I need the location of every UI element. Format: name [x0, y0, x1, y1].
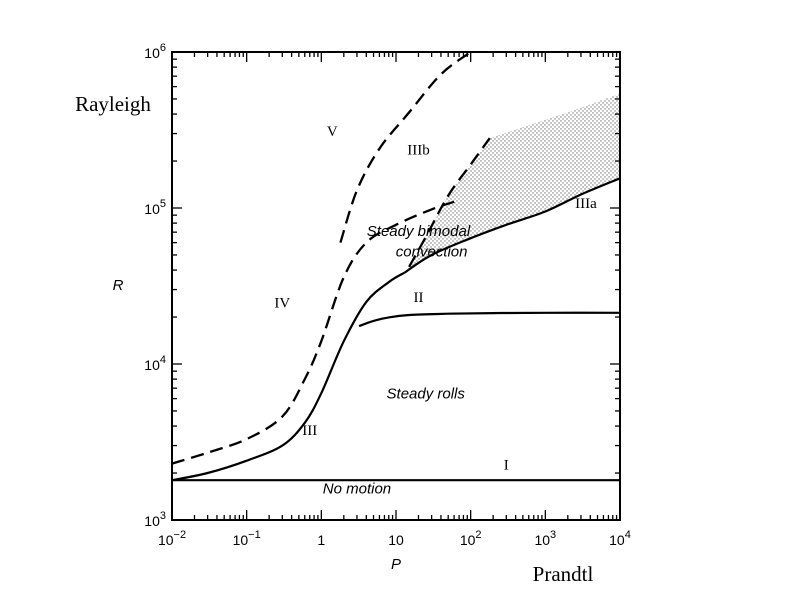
shaded-region-layer: [404, 93, 620, 273]
region-label: Steady bimodal: [367, 223, 471, 240]
region-label: V: [327, 124, 338, 140]
y-axis-label: R: [113, 277, 124, 294]
region-label: No motion: [323, 480, 391, 497]
x-tick-label: 104: [609, 529, 631, 548]
region-label: II: [413, 290, 423, 306]
region-label: IIIa: [575, 196, 597, 212]
y-tick-label: 104: [144, 354, 166, 373]
y-tick-label: 106: [144, 42, 166, 61]
curve-iiib: [408, 137, 491, 268]
y-tick-label: 103: [144, 510, 166, 529]
y-axis-word: Rayleigh: [75, 92, 151, 116]
region-label: convection: [396, 243, 468, 260]
shaded-region-bimodal: [404, 93, 620, 273]
curve-iiia: [403, 177, 620, 274]
y-tick-label: 105: [144, 198, 166, 217]
curve-ii: [358, 311, 620, 328]
x-tick-label: 102: [460, 529, 482, 548]
regime-curves: [172, 52, 620, 482]
y-tick-labels: 103 104 105 106: [144, 42, 166, 529]
x-tick-label: 10−2: [158, 529, 186, 548]
region-label: IIIb: [407, 143, 430, 159]
region-label: III: [302, 423, 317, 439]
axis-ticks: [171, 51, 621, 521]
region-label: Steady rolls: [387, 386, 466, 403]
x-tick-label: 1: [317, 532, 325, 548]
x-tick-label: 10: [388, 532, 404, 548]
x-axis-word: Prandtl: [533, 562, 594, 586]
x-tick-labels: 10−2 10−1 1 10 102 103 104: [158, 529, 631, 548]
curve-v: [339, 52, 472, 243]
x-tick-label: 10−1: [233, 529, 261, 548]
curve-iii: [172, 271, 406, 482]
x-axis-label: P: [391, 556, 401, 573]
x-tick-label: 103: [534, 529, 556, 548]
region-label: I: [504, 458, 509, 474]
curve-iv: [172, 199, 460, 465]
region-label: IV: [274, 296, 290, 312]
